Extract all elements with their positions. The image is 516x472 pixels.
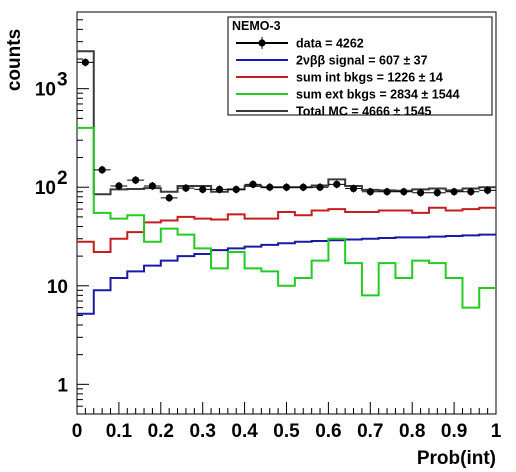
legend: NEMO-3 data = 4262 2νββ signal = 607 ± 37… xyxy=(227,16,493,119)
legend-swatch-marker xyxy=(258,39,266,47)
data-point xyxy=(132,176,140,184)
series-step-line xyxy=(77,233,496,315)
data-point xyxy=(266,183,274,191)
x-axis-label: Prob(int) xyxy=(417,448,496,469)
legend-label: sum int bkgs = 1226 ± 14 xyxy=(296,71,443,85)
data-point xyxy=(299,183,307,191)
x-tick-label: 1 xyxy=(491,421,502,442)
data-point xyxy=(282,183,291,191)
data-point xyxy=(400,188,408,196)
y-axis-label: counts xyxy=(4,29,25,91)
axis-ticks xyxy=(76,11,497,415)
x-tick-label: 0.3 xyxy=(189,421,215,442)
series-step-line xyxy=(77,126,496,309)
data-point xyxy=(383,188,391,196)
y-tick-label: 10 xyxy=(47,277,68,298)
series-layer xyxy=(77,50,496,315)
data-point xyxy=(215,185,224,194)
x-tick-label: 0.5 xyxy=(273,421,300,442)
data-point xyxy=(232,185,240,194)
x-tick-label: 0.7 xyxy=(357,421,383,442)
legend-title: NEMO-3 xyxy=(232,19,281,33)
data-point xyxy=(165,194,173,202)
data-point xyxy=(433,189,441,197)
data-point xyxy=(349,184,358,193)
x-tick-label: 0.9 xyxy=(441,421,467,442)
y-tick-label: 10 xyxy=(35,178,56,199)
legend-label: Total MC = 4666 ± 1545 xyxy=(296,105,432,119)
legend-label: sum ext bkgs = 2834 ± 1544 xyxy=(296,88,460,102)
x-tick-label: 0 xyxy=(72,421,83,442)
data-point xyxy=(182,184,190,192)
data-point xyxy=(484,186,492,194)
data-point xyxy=(467,188,475,196)
y-tick-label: 1 xyxy=(57,375,68,396)
data-point xyxy=(333,180,341,188)
y-tick-exponent: 2 xyxy=(57,168,68,189)
x-tick-label: 0.2 xyxy=(148,421,174,442)
data-point xyxy=(115,182,123,190)
x-tick-label: 0.8 xyxy=(399,421,425,442)
legend-box xyxy=(227,16,493,116)
data-point xyxy=(148,182,157,190)
data-point xyxy=(316,183,324,191)
legend-label: data = 4262 xyxy=(296,37,364,51)
data-point xyxy=(81,58,89,66)
y-tick-exponent: 3 xyxy=(57,70,68,91)
data-point xyxy=(199,185,207,194)
data-point xyxy=(249,180,257,188)
data-point xyxy=(98,166,106,174)
x-tick-label: 0.1 xyxy=(106,421,133,442)
data-point xyxy=(450,188,458,196)
x-tick-label: 0.6 xyxy=(315,421,341,442)
legend-entries: data = 4262 2νββ signal = 607 ± 37 sum int… xyxy=(236,37,460,119)
y-tick-label: 10 xyxy=(35,80,56,101)
data-point xyxy=(416,189,425,197)
data-point xyxy=(366,188,374,196)
x-tick-label: 0.4 xyxy=(231,421,258,442)
legend-label: 2νββ signal = 607 ± 37 xyxy=(296,54,428,68)
